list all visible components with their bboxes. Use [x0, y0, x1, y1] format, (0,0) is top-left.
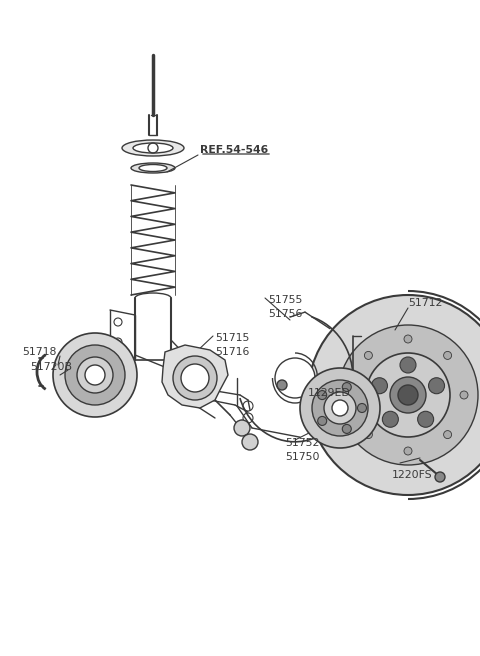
Circle shape — [404, 447, 412, 455]
Circle shape — [364, 430, 372, 439]
Circle shape — [348, 391, 356, 399]
Circle shape — [173, 356, 217, 400]
Ellipse shape — [131, 163, 175, 173]
Polygon shape — [162, 345, 228, 408]
Circle shape — [275, 358, 315, 398]
Circle shape — [342, 382, 351, 392]
Text: 51750: 51750 — [285, 452, 320, 462]
Text: 51756: 51756 — [268, 309, 302, 319]
Circle shape — [398, 385, 418, 405]
Circle shape — [242, 434, 258, 450]
Ellipse shape — [133, 143, 173, 153]
Circle shape — [85, 365, 105, 385]
Ellipse shape — [122, 140, 184, 156]
Circle shape — [358, 403, 367, 413]
Circle shape — [77, 357, 113, 393]
Circle shape — [308, 295, 480, 495]
Circle shape — [429, 378, 444, 394]
Text: 51715: 51715 — [215, 333, 250, 343]
Circle shape — [234, 420, 250, 436]
Text: 51752: 51752 — [285, 438, 319, 448]
Text: REF.54-546: REF.54-546 — [200, 145, 268, 155]
Circle shape — [390, 377, 426, 413]
Circle shape — [65, 345, 125, 405]
Circle shape — [277, 380, 287, 390]
Circle shape — [444, 430, 452, 439]
Circle shape — [300, 368, 380, 448]
Circle shape — [324, 392, 356, 424]
Circle shape — [372, 378, 387, 394]
Text: 51755: 51755 — [268, 295, 302, 305]
Circle shape — [418, 411, 433, 427]
Text: 51718: 51718 — [22, 347, 56, 357]
Circle shape — [460, 391, 468, 399]
Text: 1220FS: 1220FS — [392, 470, 432, 480]
Text: 51712: 51712 — [408, 298, 443, 308]
Circle shape — [318, 390, 327, 400]
Circle shape — [364, 352, 372, 359]
Text: 51716: 51716 — [215, 347, 250, 357]
Text: 1129ED: 1129ED — [308, 388, 351, 398]
Circle shape — [342, 424, 351, 434]
Circle shape — [404, 335, 412, 343]
Circle shape — [435, 472, 445, 482]
Circle shape — [444, 352, 452, 359]
Circle shape — [318, 417, 327, 426]
Circle shape — [312, 380, 368, 436]
Circle shape — [400, 357, 416, 373]
Circle shape — [338, 325, 478, 465]
Circle shape — [53, 333, 137, 417]
Circle shape — [332, 400, 348, 416]
Circle shape — [383, 411, 398, 427]
Circle shape — [181, 364, 209, 392]
FancyArrow shape — [279, 381, 286, 388]
Circle shape — [366, 353, 450, 437]
Text: 51720B: 51720B — [30, 362, 72, 372]
Ellipse shape — [139, 165, 167, 171]
